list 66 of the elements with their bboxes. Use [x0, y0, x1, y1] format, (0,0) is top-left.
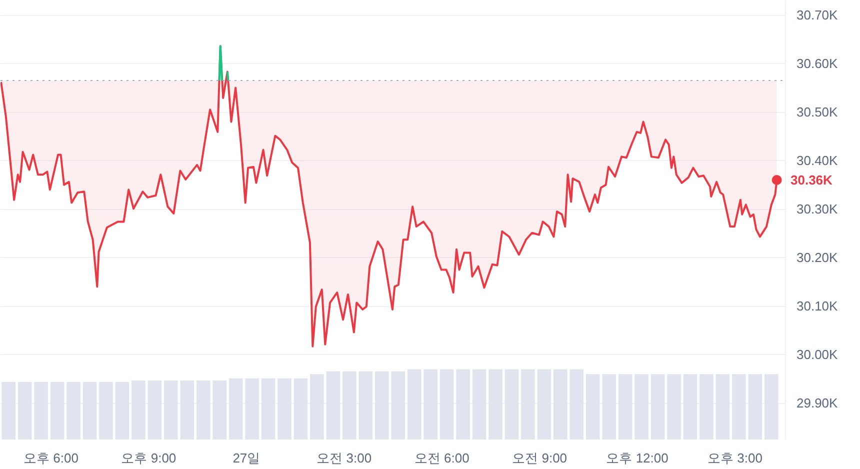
y-tick-label: 30.00K	[796, 347, 838, 362]
x-tick-label: 오후 6:00	[24, 450, 78, 466]
bar	[278, 378, 292, 440]
x-tick-label: 오후 9:00	[121, 450, 176, 466]
y-tick-label: 29.90K	[796, 396, 838, 411]
bar	[391, 371, 406, 440]
y-tick-label: 30.70K	[796, 8, 838, 23]
bar	[245, 378, 259, 440]
bar	[683, 374, 698, 440]
bar	[732, 374, 746, 440]
x-tick-label: 오후 12:00	[606, 450, 668, 466]
bar	[66, 382, 80, 440]
bar	[488, 369, 502, 440]
bar	[228, 378, 243, 440]
bar	[634, 374, 648, 440]
bar	[261, 378, 276, 440]
bar	[115, 382, 130, 440]
bar	[358, 371, 373, 440]
bar	[326, 371, 340, 440]
bar	[294, 378, 308, 440]
y-tick-label: 30.60K	[796, 56, 838, 72]
bar	[2, 382, 16, 440]
bar	[50, 382, 64, 440]
bar	[700, 374, 714, 440]
bar	[82, 382, 97, 440]
annotation: 30.36K	[790, 172, 834, 188]
bar	[570, 369, 584, 440]
bar	[407, 369, 422, 440]
bar	[472, 369, 486, 440]
bar	[667, 374, 681, 440]
bar	[99, 382, 113, 440]
bar	[212, 380, 226, 440]
bar	[716, 374, 730, 440]
bar	[440, 369, 454, 440]
y-tick-label: 30.30K	[796, 202, 838, 217]
bar	[602, 374, 616, 440]
bar	[748, 374, 762, 440]
bar	[650, 374, 665, 440]
bar	[310, 374, 324, 440]
x-tick-label: 27일	[232, 450, 260, 466]
bar	[132, 380, 146, 440]
x-tick-label: 오전 3:00	[316, 450, 372, 466]
bar	[180, 380, 194, 440]
bar	[374, 371, 389, 440]
y-tick-label: 30.50K	[796, 104, 838, 120]
y-tick-label: 30.40K	[796, 153, 838, 168]
bar	[504, 369, 519, 440]
bar	[148, 380, 162, 440]
bar	[342, 371, 356, 440]
bar	[424, 369, 438, 440]
bar	[18, 382, 32, 440]
bar	[456, 369, 470, 440]
bar	[618, 374, 632, 440]
x-tick-label: 오후 3:00	[708, 450, 762, 466]
bar	[34, 382, 48, 440]
bar	[164, 380, 178, 440]
x-tick-label: 오전 6:00	[414, 450, 470, 466]
bar	[196, 380, 210, 440]
y-tick-label: 30.10K	[796, 298, 838, 314]
bar	[554, 369, 568, 440]
bar	[521, 369, 535, 440]
bar	[764, 374, 778, 440]
y-tick-label: 30.20K	[796, 250, 838, 266]
x-tick-label: 오전 9:00	[512, 450, 568, 466]
bar	[586, 374, 600, 440]
bar	[537, 369, 552, 440]
